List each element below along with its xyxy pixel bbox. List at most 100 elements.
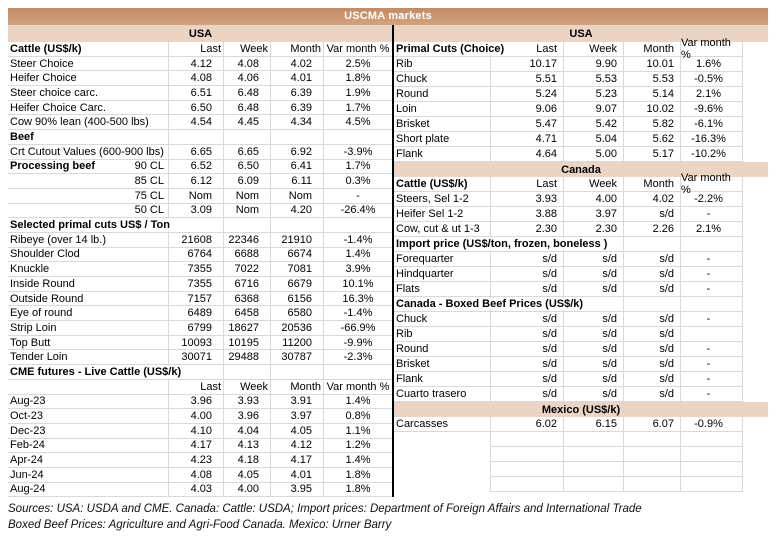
cell-week: 4.18 (223, 453, 270, 468)
row-label: Dec-23 (10, 424, 48, 437)
cell-last: 3.88 (490, 207, 563, 222)
row-label-cell: Crt Cutout Values (600-900 lbs) (8, 145, 168, 160)
row-label: Hindquarter (396, 268, 456, 280)
row-label-cell: Cattle (US$/k) (394, 177, 490, 192)
table-row: Eye of round 6489 6458 6580 -1.4% (8, 306, 393, 322)
cell-last: s/d (490, 357, 563, 372)
row-label-cell: Ribeye (over 14 lb.) (8, 233, 168, 248)
cell-last: 10.17 (490, 57, 563, 72)
cell-var: Var month % (680, 172, 743, 196)
cell-week: 3.93 (223, 394, 270, 410)
cell-var: - (680, 342, 743, 357)
cell-week: Week (563, 42, 623, 57)
cell-last: 4.12 (168, 56, 223, 72)
cell-last: 5.24 (490, 87, 563, 102)
sources-line-2: Boxed Beef Prices: Agriculture and Agri-… (8, 519, 392, 531)
cell-var: -26.4% (323, 203, 393, 219)
cell-week: Nom (223, 203, 270, 219)
row-label: Cow, cut & ut 1-3 (396, 223, 482, 235)
row-tail-spacer (743, 117, 768, 132)
cell-var: -0.5% (680, 72, 743, 87)
cell-month: 6.11 (270, 174, 323, 189)
cell-month: 2.26 (623, 222, 680, 237)
cell-month (623, 237, 680, 252)
cell-var: 1.4% (323, 394, 393, 410)
cell-month: Nom (270, 188, 323, 204)
cell-last: 30071 (168, 350, 223, 366)
cell-month (623, 462, 680, 477)
cell-week (223, 218, 270, 233)
row-label: Knuckle (10, 263, 52, 276)
cell-week (563, 477, 623, 492)
row-label: Cow 90% lean (400-500 lbs) (10, 116, 151, 129)
cell-last: s/d (490, 372, 563, 387)
right-table: USA Primal Cuts (Choice) Last Week Month Var … (394, 25, 768, 492)
row-label: Jun-24 (10, 468, 46, 481)
cell-week (563, 432, 623, 447)
cell-var (680, 477, 743, 492)
row-label-cell: Inside Round (8, 277, 168, 292)
cell-var: - (680, 357, 743, 372)
row-label: Steer Choice (10, 57, 76, 70)
table-row: Chuck 5.51 5.53 5.53 -0.5% (394, 72, 768, 87)
row-tail-spacer (743, 237, 768, 252)
cell-month: 4.02 (623, 192, 680, 207)
row-sub-label: 75 CL (134, 189, 164, 202)
row-tail-spacer (743, 357, 768, 372)
cell-week: 2.30 (563, 222, 623, 237)
cell-month (270, 218, 323, 233)
cell-month: 4.05 (270, 423, 323, 439)
cell-last: 5.51 (490, 72, 563, 87)
row-label: Steers, Sel 1-2 (396, 193, 471, 205)
cell-last: 4.17 (168, 438, 223, 454)
table-row: Aug-23 3.96 3.93 3.91 1.4% (8, 394, 393, 410)
cell-week: 9.90 (563, 57, 623, 72)
cell-var: -2.3% (323, 350, 393, 366)
column-header-row: Cattle (US$/k) Last Week Month Var month % (8, 42, 393, 57)
cell-var (323, 365, 393, 380)
row-label: Steer choice carc. (10, 86, 101, 99)
row-label: Heifer Choice Carc. (10, 101, 108, 114)
row-label-cell: Apr-24 (8, 453, 168, 468)
cell-month: 5.62 (623, 132, 680, 147)
row-label-cell: Beef (8, 130, 168, 145)
cell-last: 6.02 (490, 417, 563, 432)
row-label: Flank (396, 373, 425, 385)
row-label-cell: 85 CL (8, 174, 168, 189)
cell-var: -16.3% (680, 132, 743, 147)
cell-month: 6156 (270, 291, 323, 307)
cell-week: 29488 (223, 350, 270, 366)
row-sub-label: 90 CL (134, 160, 164, 173)
cell-month: s/d (623, 282, 680, 297)
row-label: Flats (396, 283, 422, 295)
row-label-cell: Flank (394, 372, 490, 387)
cell-month: 4.34 (270, 115, 323, 131)
table-row: Inside Round 7355 6716 6679 10.1% (8, 277, 393, 292)
table-row: Aug-24 4.03 4.00 3.95 1.8% (8, 482, 393, 498)
row-label-cell: Steer Choice (8, 57, 168, 72)
row-label-cell: Steers, Sel 1-2 (394, 192, 490, 207)
table-row: Oct-23 4.00 3.96 3.97 0.8% (8, 409, 393, 424)
cell-month (623, 447, 680, 462)
cell-week: 5.04 (563, 132, 623, 147)
cell-last: 6489 (168, 306, 223, 322)
cell-month (623, 477, 680, 492)
cell-last: 4.03 (168, 482, 223, 498)
cell-last: 21608 (168, 232, 223, 248)
row-label: Primal Cuts (Choice) (396, 43, 507, 55)
cell-week: 6688 (223, 247, 270, 263)
cell-last: 7157 (168, 291, 223, 307)
cell-week: 4.13 (223, 438, 270, 454)
empty-row (394, 477, 768, 492)
cell-var: -2.2% (680, 192, 743, 207)
row-label-cell: Carcasses (394, 417, 490, 432)
cell-last: Last (490, 177, 563, 192)
row-label-cell: Aug-24 (8, 483, 168, 498)
cell-month: 4.01 (270, 71, 323, 87)
row-label-cell: Feb-24 (8, 439, 168, 454)
cell-var: 4.5% (323, 115, 393, 131)
cell-var: - (680, 267, 743, 282)
row-label-cell: Cow, cut & ut 1-3 (394, 222, 490, 237)
row-label-cell: Top Butt (8, 336, 168, 351)
table-row: Flank s/d s/d s/d - (394, 372, 768, 387)
